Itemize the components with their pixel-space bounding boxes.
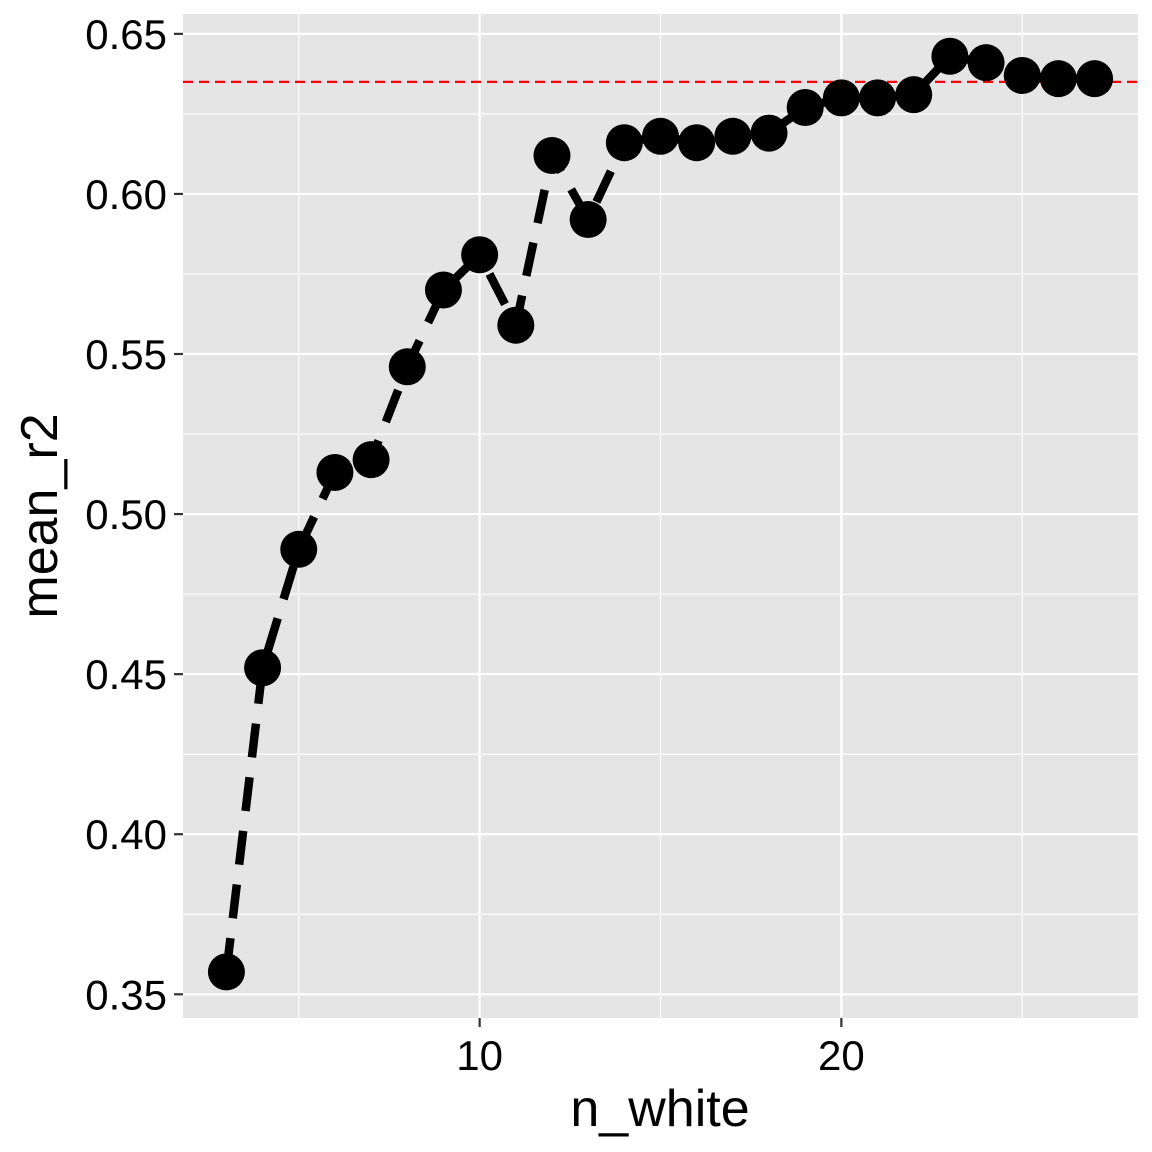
data-point xyxy=(497,306,535,344)
data-point xyxy=(244,649,282,687)
data-point xyxy=(750,114,788,152)
data-point xyxy=(678,124,716,162)
y-tick-label: 0.50 xyxy=(85,491,167,538)
data-point xyxy=(280,530,318,568)
data-point xyxy=(1076,60,1114,98)
data-point xyxy=(424,271,462,309)
axis-ticks xyxy=(174,32,843,1027)
y-tick-label: 0.45 xyxy=(85,651,167,698)
data-point xyxy=(605,124,643,162)
x-tick-label: 20 xyxy=(818,1032,865,1079)
y-axis-tick-labels: 0.35 0.40 0.45 0.50 0.55 0.60 0.65 xyxy=(85,11,167,1018)
minor-gridlines xyxy=(183,14,1138,1018)
y-axis-title: mean_r2 xyxy=(11,413,69,618)
y-tick-label: 0.35 xyxy=(85,971,167,1018)
major-gridlines xyxy=(183,14,1138,1018)
data-point xyxy=(316,453,354,491)
y-tick-label: 0.40 xyxy=(85,811,167,858)
data-point xyxy=(569,201,607,239)
data-point xyxy=(786,88,824,126)
data-point xyxy=(822,79,860,117)
data-point xyxy=(859,79,897,117)
data-point xyxy=(352,441,390,479)
y-tick-label: 0.60 xyxy=(85,171,167,218)
data-point xyxy=(967,44,1005,82)
data-point xyxy=(533,137,571,175)
data-point xyxy=(207,953,245,991)
data-point xyxy=(388,348,426,386)
series-points-layer xyxy=(207,37,1114,991)
data-point xyxy=(1003,56,1041,94)
data-point xyxy=(642,117,679,155)
x-tick-label: 10 xyxy=(456,1032,503,1079)
x-axis-title: n_white xyxy=(570,1080,749,1138)
data-point xyxy=(931,37,969,75)
data-point xyxy=(461,236,499,274)
data-point xyxy=(1039,60,1077,98)
data-point xyxy=(895,76,933,114)
x-axis-tick-labels: 10 20 xyxy=(456,1032,864,1079)
y-tick-label: 0.65 xyxy=(85,11,167,58)
data-point xyxy=(714,117,752,155)
y-tick-label: 0.55 xyxy=(85,331,167,378)
